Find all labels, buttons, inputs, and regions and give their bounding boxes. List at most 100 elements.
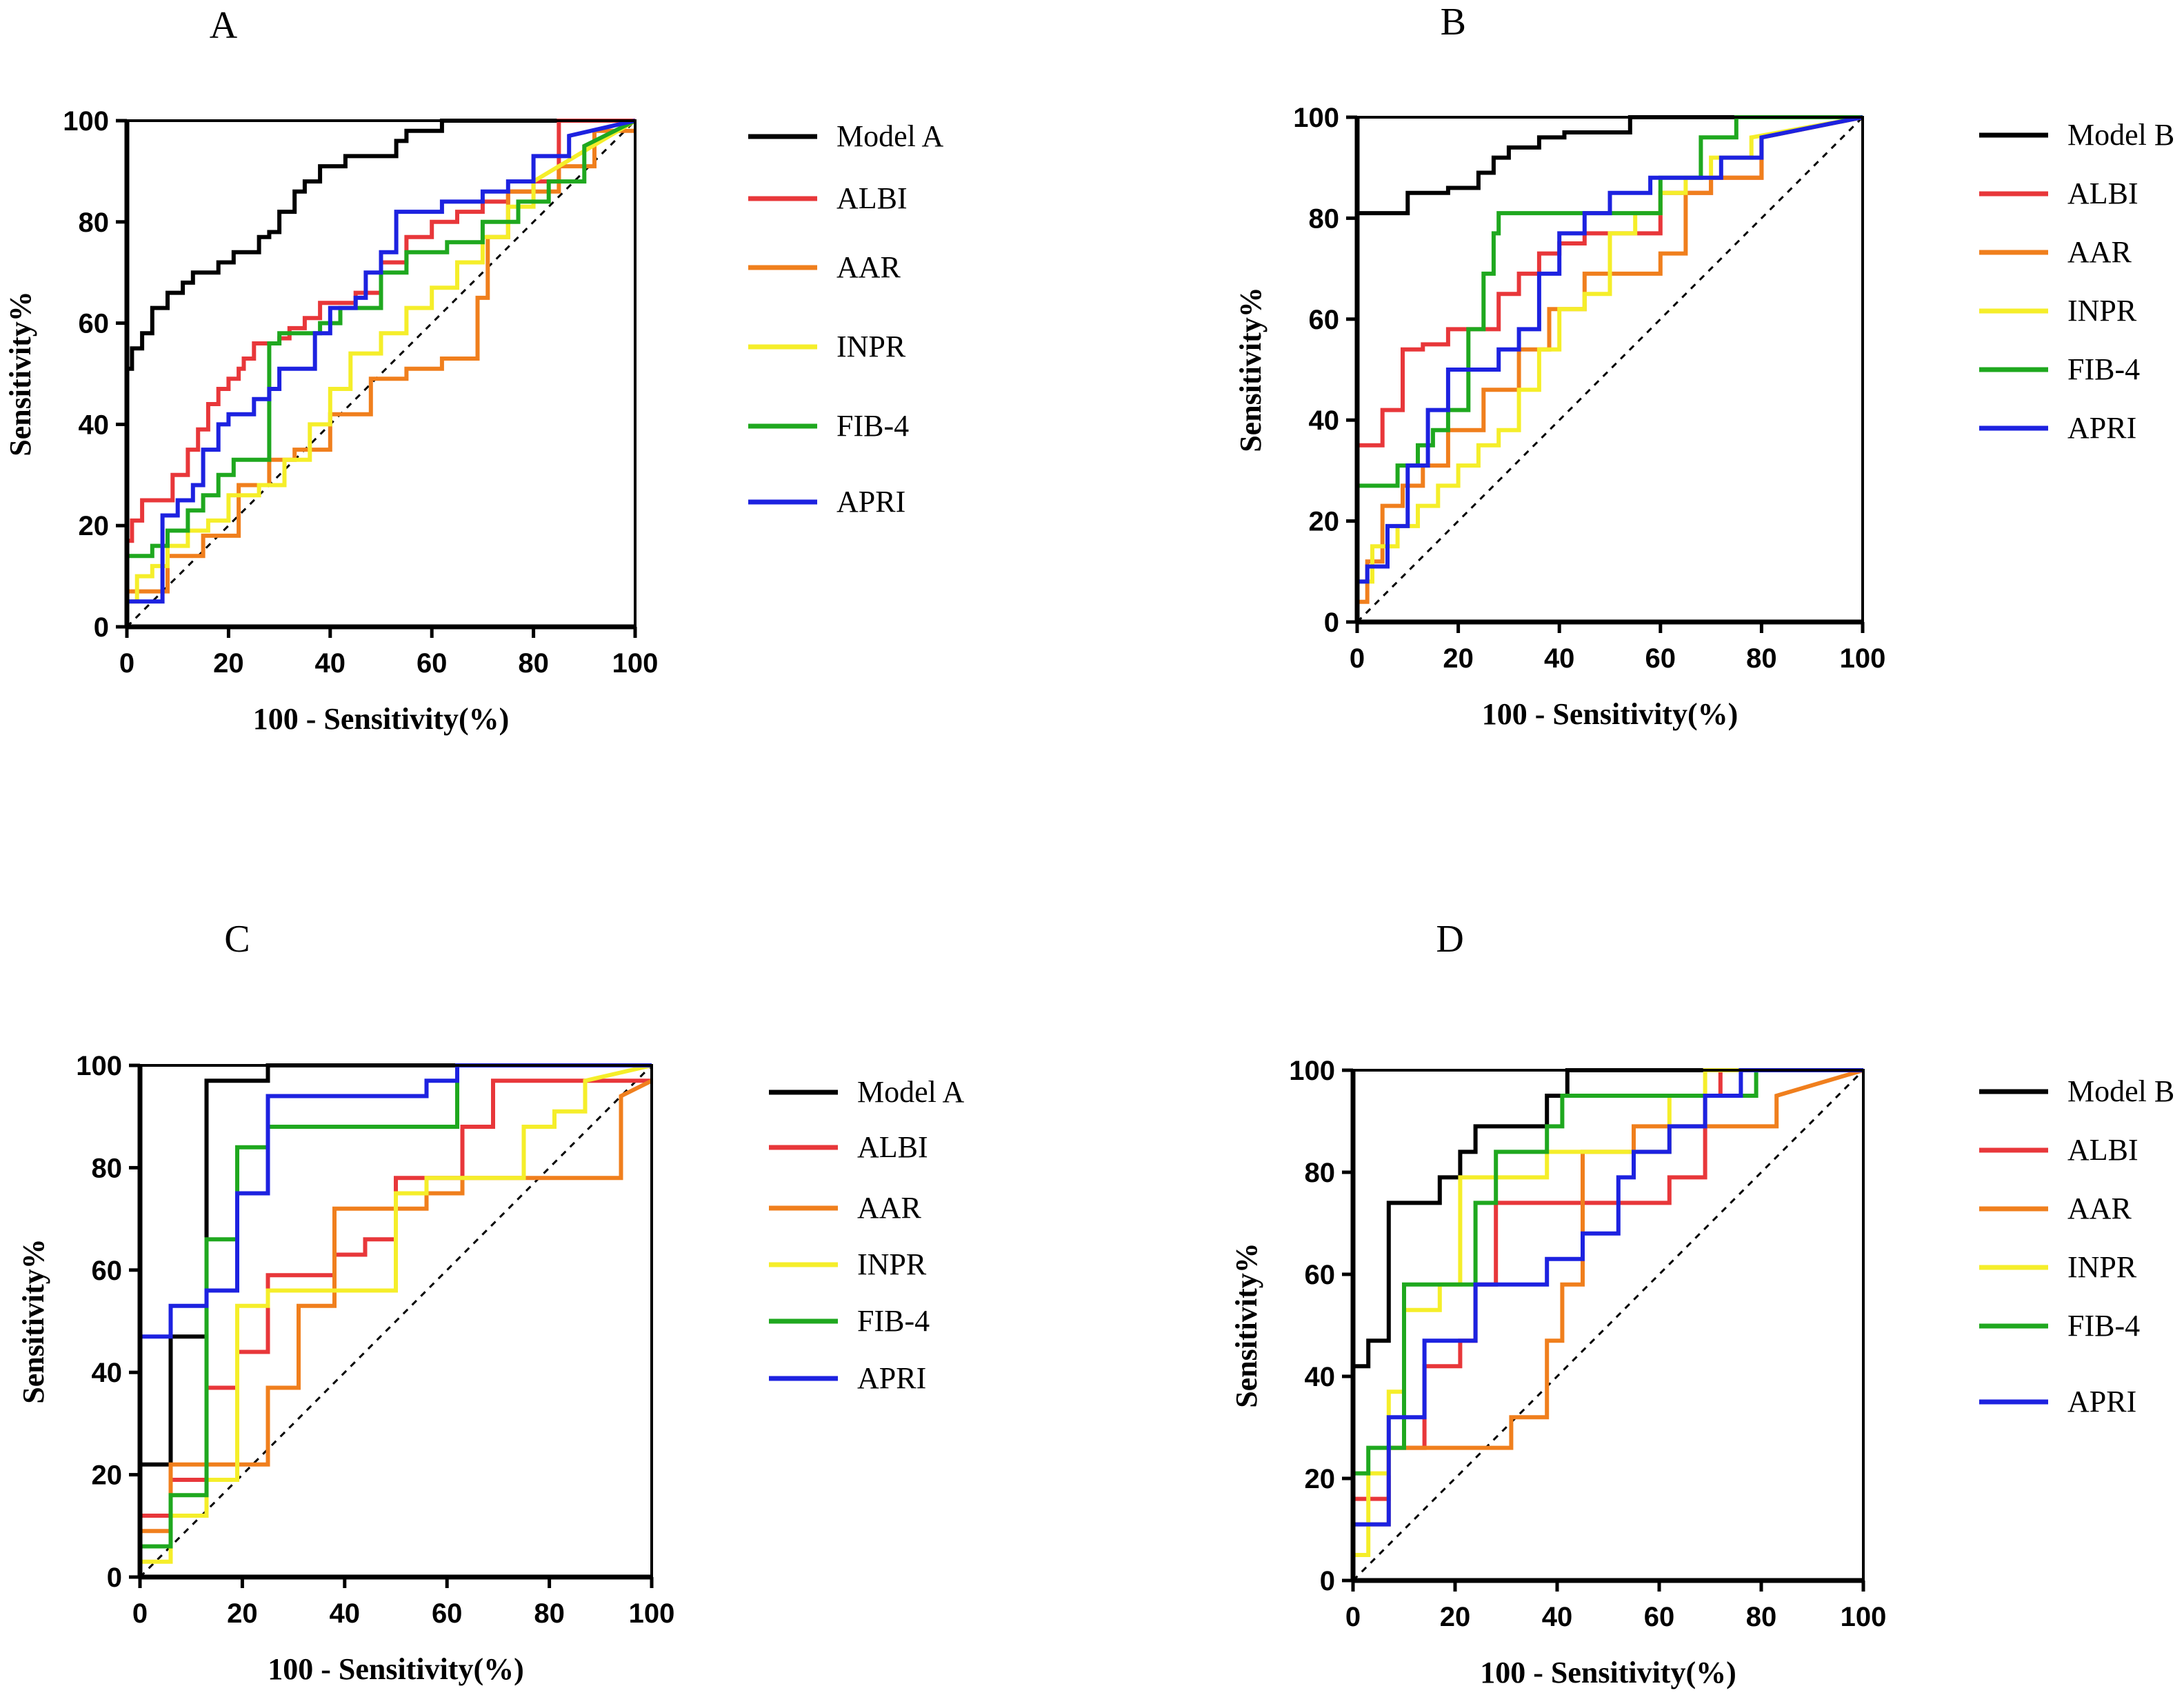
y-tick-label: 20 [92,1461,123,1491]
y-tick-label: 0 [1320,1566,1335,1596]
y-tick-label: 100 [63,106,109,137]
x-tick-label: 60 [417,648,448,679]
legend-label: FIB-4 [2067,352,2140,386]
legend-label: Model A [836,119,943,153]
roc-curve-apri [125,119,636,627]
legend: Model A ALBI AAR INPR FIB-4 APRI [769,1075,964,1395]
legend-label: ALBI [836,181,908,215]
legend-label: INPR [857,1247,927,1281]
y-tick-label: 60 [92,1256,123,1286]
y-tick-label: 0 [1324,608,1339,638]
y-tick-label: 60 [1305,1260,1336,1290]
y-tick-label: 100 [76,1051,122,1081]
panel-title: C [224,918,250,961]
x-axis-title: 100 - Sensitivity(%) [253,702,510,736]
x-tick-label: 100 [1840,643,1886,674]
y-axis-title: Sensitivity% [1230,1243,1263,1408]
x-tick-label: 20 [227,1598,258,1629]
reference-diagonal [139,1064,653,1578]
legend-label: APRI [2067,411,2136,445]
y-tick-label: 80 [1305,1158,1336,1188]
x-tick-label: 60 [1644,1602,1675,1632]
legend-label: INPR [836,330,906,363]
legend-label: ALBI [2067,1133,2138,1167]
x-tick-label: 60 [432,1598,463,1629]
x-tick-label: 100 [629,1598,675,1629]
y-tick-label: 40 [92,1358,123,1388]
legend-label: APRI [857,1361,926,1395]
x-tick-label: 80 [1746,643,1777,674]
y-tick-label: 100 [1293,103,1339,133]
panel-b: B 0 20 40 60 80 100 0 20 40 60 80 100 100 - Sensitivi… [1234,1,2174,731]
x-axis-title: 100 - Sensitivity(%) [268,1652,524,1686]
y-tick-label: 80 [92,1153,123,1183]
x-tick-label: 80 [534,1598,565,1629]
legend-label: Model B [2067,118,2174,152]
x-tick-label: 20 [1443,643,1474,674]
y-axis-title: Sensitivity% [1234,287,1268,452]
y-tick-label: 0 [107,1563,122,1593]
roc-curve-model-b [1355,115,1863,622]
roc-curve-model-a [125,119,635,627]
y-tick-label: 20 [1305,1464,1336,1494]
legend: Model B ALBI AAR INPR FIB-4 APRI [1979,1074,2174,1418]
panel-title: A [210,4,238,47]
x-tick-label: 20 [213,648,244,679]
legend-label: INPR [2067,294,2137,328]
roc-curve-aar [125,128,635,627]
x-tick-label: 0 [119,648,134,679]
roc-curve-inpr [138,1063,652,1577]
y-tick-label: 20 [79,511,110,541]
roc-curve-inpr [1355,115,1863,622]
roc-curve-albi [138,1078,652,1577]
x-tick-label: 20 [1440,1602,1471,1632]
x-tick-label: 0 [1345,1602,1361,1632]
y-tick-label: 100 [1289,1056,1335,1086]
reference-diagonal [126,119,637,628]
x-axis-title: 100 - Sensitivity(%) [1480,1656,1736,1689]
legend-label: ALBI [857,1130,928,1164]
legend-label: AAR [2067,1192,2132,1225]
x-tick-label: 0 [1350,643,1365,674]
panel-title: D [1436,918,1463,961]
y-tick-label: 40 [1305,1362,1336,1392]
legend-label: Model A [857,1075,964,1109]
legend-label: AAR [2067,235,2132,269]
x-tick-label: 40 [315,648,346,679]
legend-label: INPR [2067,1250,2137,1284]
panel-a: A 0 20 40 60 80 100 0 20 40 60 80 100 100 - Sensitivi… [3,4,943,736]
y-tick-label: 60 [1309,305,1340,335]
x-tick-label: 80 [1746,1602,1777,1632]
y-tick-label: 0 [94,612,109,643]
roc-curve-apri [138,1063,652,1577]
x-tick-label: 100 [1841,1602,1887,1632]
roc-curve-apri [1355,115,1863,622]
legend-label: AAR [836,250,901,284]
y-tick-label: 80 [79,208,110,238]
y-tick-label: 80 [1309,203,1340,234]
panel-title: B [1441,1,1466,43]
x-axis-title: 100 - Sensitivity(%) [1482,697,1739,731]
roc-curve-aar [138,1078,653,1577]
y-tick-label: 40 [79,410,110,440]
legend-label: AAR [857,1191,922,1225]
x-tick-label: 60 [1645,643,1676,674]
legend-label: APRI [836,485,905,519]
legend-label: Model B [2067,1074,2174,1108]
x-tick-label: 80 [518,648,549,679]
legend: Model B ALBI AAR INPR FIB-4 APRI [1979,118,2174,445]
x-tick-label: 40 [330,1598,361,1629]
y-tick-label: 20 [1309,507,1340,537]
roc-curve-aar [1355,115,1863,622]
x-tick-label: 100 [612,648,659,679]
legend-label: FIB-4 [836,409,909,443]
panel-c: C 0 20 40 60 80 100 0 20 40 60 80 100 100 - Sensitivi… [17,918,964,1686]
legend-label: FIB-4 [2067,1309,2140,1343]
y-tick-label: 60 [79,309,110,339]
y-axis-title: Sensitivity% [3,291,37,456]
y-tick-label: 40 [1309,405,1340,436]
legend: Model A ALBI AAR INPR FIB-4 APRI [748,119,943,519]
legend-label: FIB-4 [857,1304,930,1338]
x-tick-label: 0 [132,1598,148,1629]
